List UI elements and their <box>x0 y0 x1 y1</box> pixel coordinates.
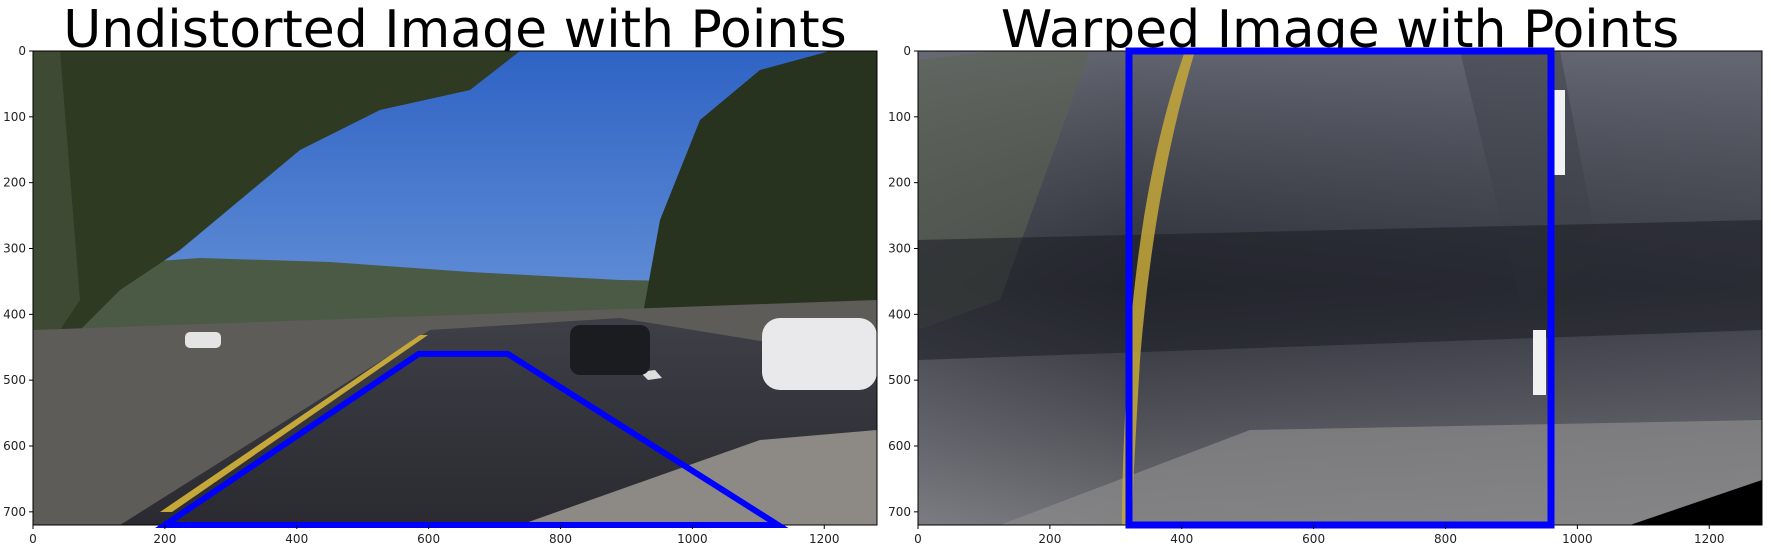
x-tick-label: 1000 <box>1562 532 1593 546</box>
y-tick-label: 100 <box>3 110 26 124</box>
y-tick-label: 0 <box>903 44 911 58</box>
panel-title: Undistorted Image with Points <box>63 0 847 60</box>
y-tick-label: 0 <box>18 44 26 58</box>
x-tick-label: 400 <box>1170 532 1193 546</box>
y-tick-label: 400 <box>3 307 26 321</box>
x-tick-label: 1000 <box>677 532 708 546</box>
y-tick-label: 600 <box>3 439 26 453</box>
x-tick-label: 200 <box>153 532 176 546</box>
x-tick-label: 200 <box>1038 532 1061 546</box>
x-tick-label: 400 <box>285 532 308 546</box>
x-tick-label: 1200 <box>809 532 840 546</box>
y-tick-label: 500 <box>888 373 911 387</box>
y-tick-label: 200 <box>888 176 911 190</box>
x-tick-label: 600 <box>417 532 440 546</box>
x-tick-label: 800 <box>1434 532 1457 546</box>
road-scene-icon <box>33 51 877 525</box>
y-tick-label: 400 <box>888 307 911 321</box>
y-tick-label: 600 <box>888 439 911 453</box>
y-tick-label: 500 <box>3 373 26 387</box>
perspective-destination-polygon <box>1125 47 1555 529</box>
y-tick-label: 700 <box>3 505 26 519</box>
warped-road-icon <box>918 51 1762 525</box>
y-tick-label: 700 <box>888 505 911 519</box>
y-tick-label: 300 <box>3 242 26 256</box>
x-tick-label: 0 <box>29 532 37 546</box>
y-tick-label: 100 <box>888 110 911 124</box>
perspective-source-polygon <box>155 350 789 528</box>
y-tick-label: 200 <box>3 176 26 190</box>
x-tick-label: 1200 <box>1694 532 1725 546</box>
panel-warped: Warped Image with Points 0 200 400 600 800 10… <box>888 0 1763 546</box>
y-tick-label: 300 <box>888 242 911 256</box>
x-tick-label: 600 <box>1302 532 1325 546</box>
panel-undistorted: Undistorted Image with Points <box>3 0 878 546</box>
x-tick-label: 0 <box>914 532 922 546</box>
x-tick-label: 800 <box>549 532 572 546</box>
